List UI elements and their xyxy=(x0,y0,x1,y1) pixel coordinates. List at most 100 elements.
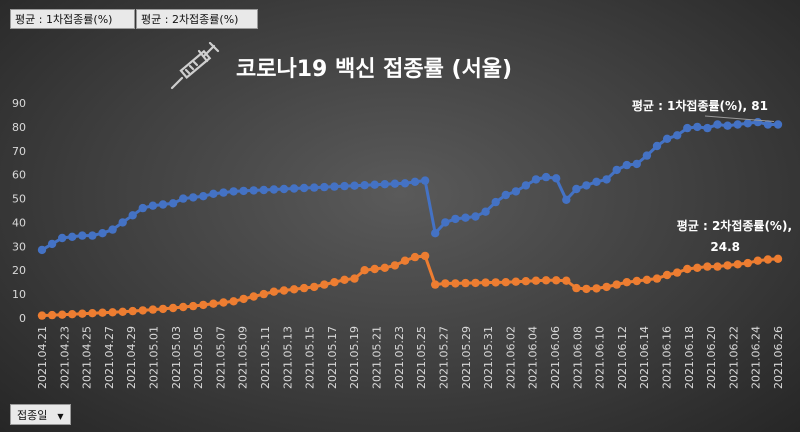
data-point xyxy=(420,176,430,185)
data-point xyxy=(249,292,258,301)
x-tick-label: 2021.05.29 xyxy=(460,326,473,389)
data-point xyxy=(199,192,208,201)
data-point xyxy=(511,187,521,196)
y-tick-label: 70 xyxy=(12,145,26,158)
data-point xyxy=(552,174,561,183)
x-tick-label: 2021.05.15 xyxy=(304,326,317,389)
data-point xyxy=(773,254,783,263)
data-point xyxy=(118,218,127,227)
data-point xyxy=(693,122,702,132)
data-point xyxy=(753,117,762,127)
data-point xyxy=(138,306,147,315)
data-point xyxy=(441,279,450,288)
data-point xyxy=(773,120,783,129)
data-point xyxy=(310,282,319,292)
x-tick-label: 2021.04.23 xyxy=(58,326,71,389)
data-point xyxy=(330,182,339,191)
data-point xyxy=(541,172,551,182)
data-point xyxy=(743,119,752,128)
axis-field-button[interactable]: 접종일 ▼ xyxy=(10,404,71,425)
x-tick-label: 2021.06.06 xyxy=(549,326,562,389)
data-point xyxy=(179,302,188,312)
x-tick-label: 2021.05.31 xyxy=(482,326,495,389)
y-tick-label: 10 xyxy=(12,288,26,301)
data-point xyxy=(37,245,47,255)
data-point xyxy=(390,179,400,188)
data-point xyxy=(572,283,581,293)
data-point xyxy=(229,297,238,306)
leader-line xyxy=(704,115,775,122)
data-point xyxy=(128,306,137,316)
data-point xyxy=(310,183,319,192)
filter-button-dose1[interactable]: 평균 : 1차접종률(%) xyxy=(10,9,135,29)
data-point xyxy=(673,268,682,277)
data-point xyxy=(562,195,571,204)
data-point xyxy=(370,264,379,274)
data-point xyxy=(269,287,279,296)
data-point xyxy=(481,278,490,287)
data-point xyxy=(541,276,551,285)
x-tick-label: 2021.05.23 xyxy=(393,326,406,389)
data-point xyxy=(481,207,490,216)
data-point xyxy=(410,177,420,186)
data-point xyxy=(78,309,87,318)
filter-button-dose2[interactable]: 평균 : 2차접종률(%) xyxy=(136,9,258,29)
data-point xyxy=(108,308,117,317)
data-point xyxy=(289,184,299,193)
data-point xyxy=(652,141,662,151)
x-tick-label: 2021.05.25 xyxy=(415,326,428,389)
x-tick-label: 2021.06.24 xyxy=(750,326,763,389)
data-point xyxy=(763,120,773,129)
data-point xyxy=(289,285,299,294)
data-point xyxy=(58,310,67,319)
data-point xyxy=(652,274,662,283)
data-point xyxy=(410,252,420,262)
data-point xyxy=(582,284,591,294)
data-point xyxy=(531,175,541,184)
x-tick-label: 2021.05.19 xyxy=(348,326,361,389)
y-tick-label: 80 xyxy=(12,121,26,134)
x-tick-label: 2021.06.18 xyxy=(683,326,696,389)
x-tick-label: 2021.04.21 xyxy=(36,326,49,389)
data-point xyxy=(229,187,238,196)
data-point xyxy=(662,134,672,143)
data-point xyxy=(592,177,601,186)
data-point xyxy=(128,211,137,220)
data-point xyxy=(562,276,571,285)
data-point xyxy=(673,131,682,140)
dropdown-arrow-icon: ▼ xyxy=(57,412,64,421)
data-point xyxy=(521,277,531,286)
data-point xyxy=(753,256,762,265)
data-point xyxy=(219,188,228,197)
data-point xyxy=(713,262,722,271)
x-tick-label: 2021.06.04 xyxy=(527,326,540,389)
data-point xyxy=(88,231,97,240)
x-tick-label: 2021.06.08 xyxy=(571,326,584,389)
data-point xyxy=(47,310,57,320)
data-point xyxy=(431,280,440,289)
data-point xyxy=(320,280,329,289)
data-point xyxy=(582,181,591,190)
data-point xyxy=(451,279,460,288)
data-point xyxy=(269,185,279,194)
x-tick-label: 2021.05.11 xyxy=(259,326,272,389)
data-point xyxy=(451,214,460,224)
x-tick-label: 2021.05.17 xyxy=(326,326,339,389)
x-tick-label: 2021.05.09 xyxy=(237,326,250,389)
y-tick-label: 0 xyxy=(19,312,26,325)
data-point xyxy=(380,263,389,272)
data-point xyxy=(189,301,198,311)
data-point xyxy=(158,304,168,314)
data-point xyxy=(158,200,168,209)
data-point xyxy=(138,203,147,213)
data-point xyxy=(340,181,349,191)
data-point xyxy=(259,289,268,299)
chart-title: 코로나19 백신 접종률 (서울) xyxy=(236,57,513,82)
data-point xyxy=(521,181,531,190)
data-point xyxy=(420,251,430,261)
data-point xyxy=(279,184,289,194)
data-point xyxy=(602,282,611,292)
data-point xyxy=(88,309,97,318)
data-point xyxy=(350,181,359,190)
